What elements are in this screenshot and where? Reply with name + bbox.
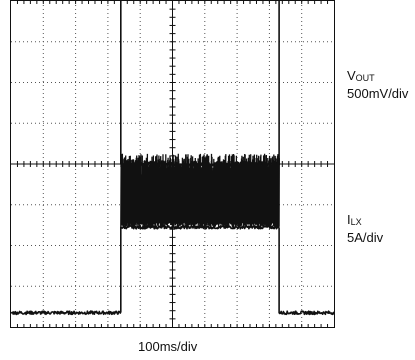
- vout-label-sub: OUT: [355, 73, 375, 83]
- vout-label: VOUT: [347, 68, 375, 86]
- ilx-label-main: I: [347, 212, 351, 227]
- traces: [10, 0, 335, 316]
- ilx-label-sub: LX: [350, 217, 362, 227]
- vout-scale: 500mV/div: [347, 86, 409, 101]
- ilx-label: ILX: [347, 212, 362, 230]
- x-scale-label: 100ms/div: [138, 339, 198, 354]
- plot-frame: [10, 0, 335, 328]
- vout-label-main: V: [347, 68, 356, 83]
- ilx-scale: 5A/div: [347, 230, 384, 245]
- ilx-ripple: [120, 153, 280, 228]
